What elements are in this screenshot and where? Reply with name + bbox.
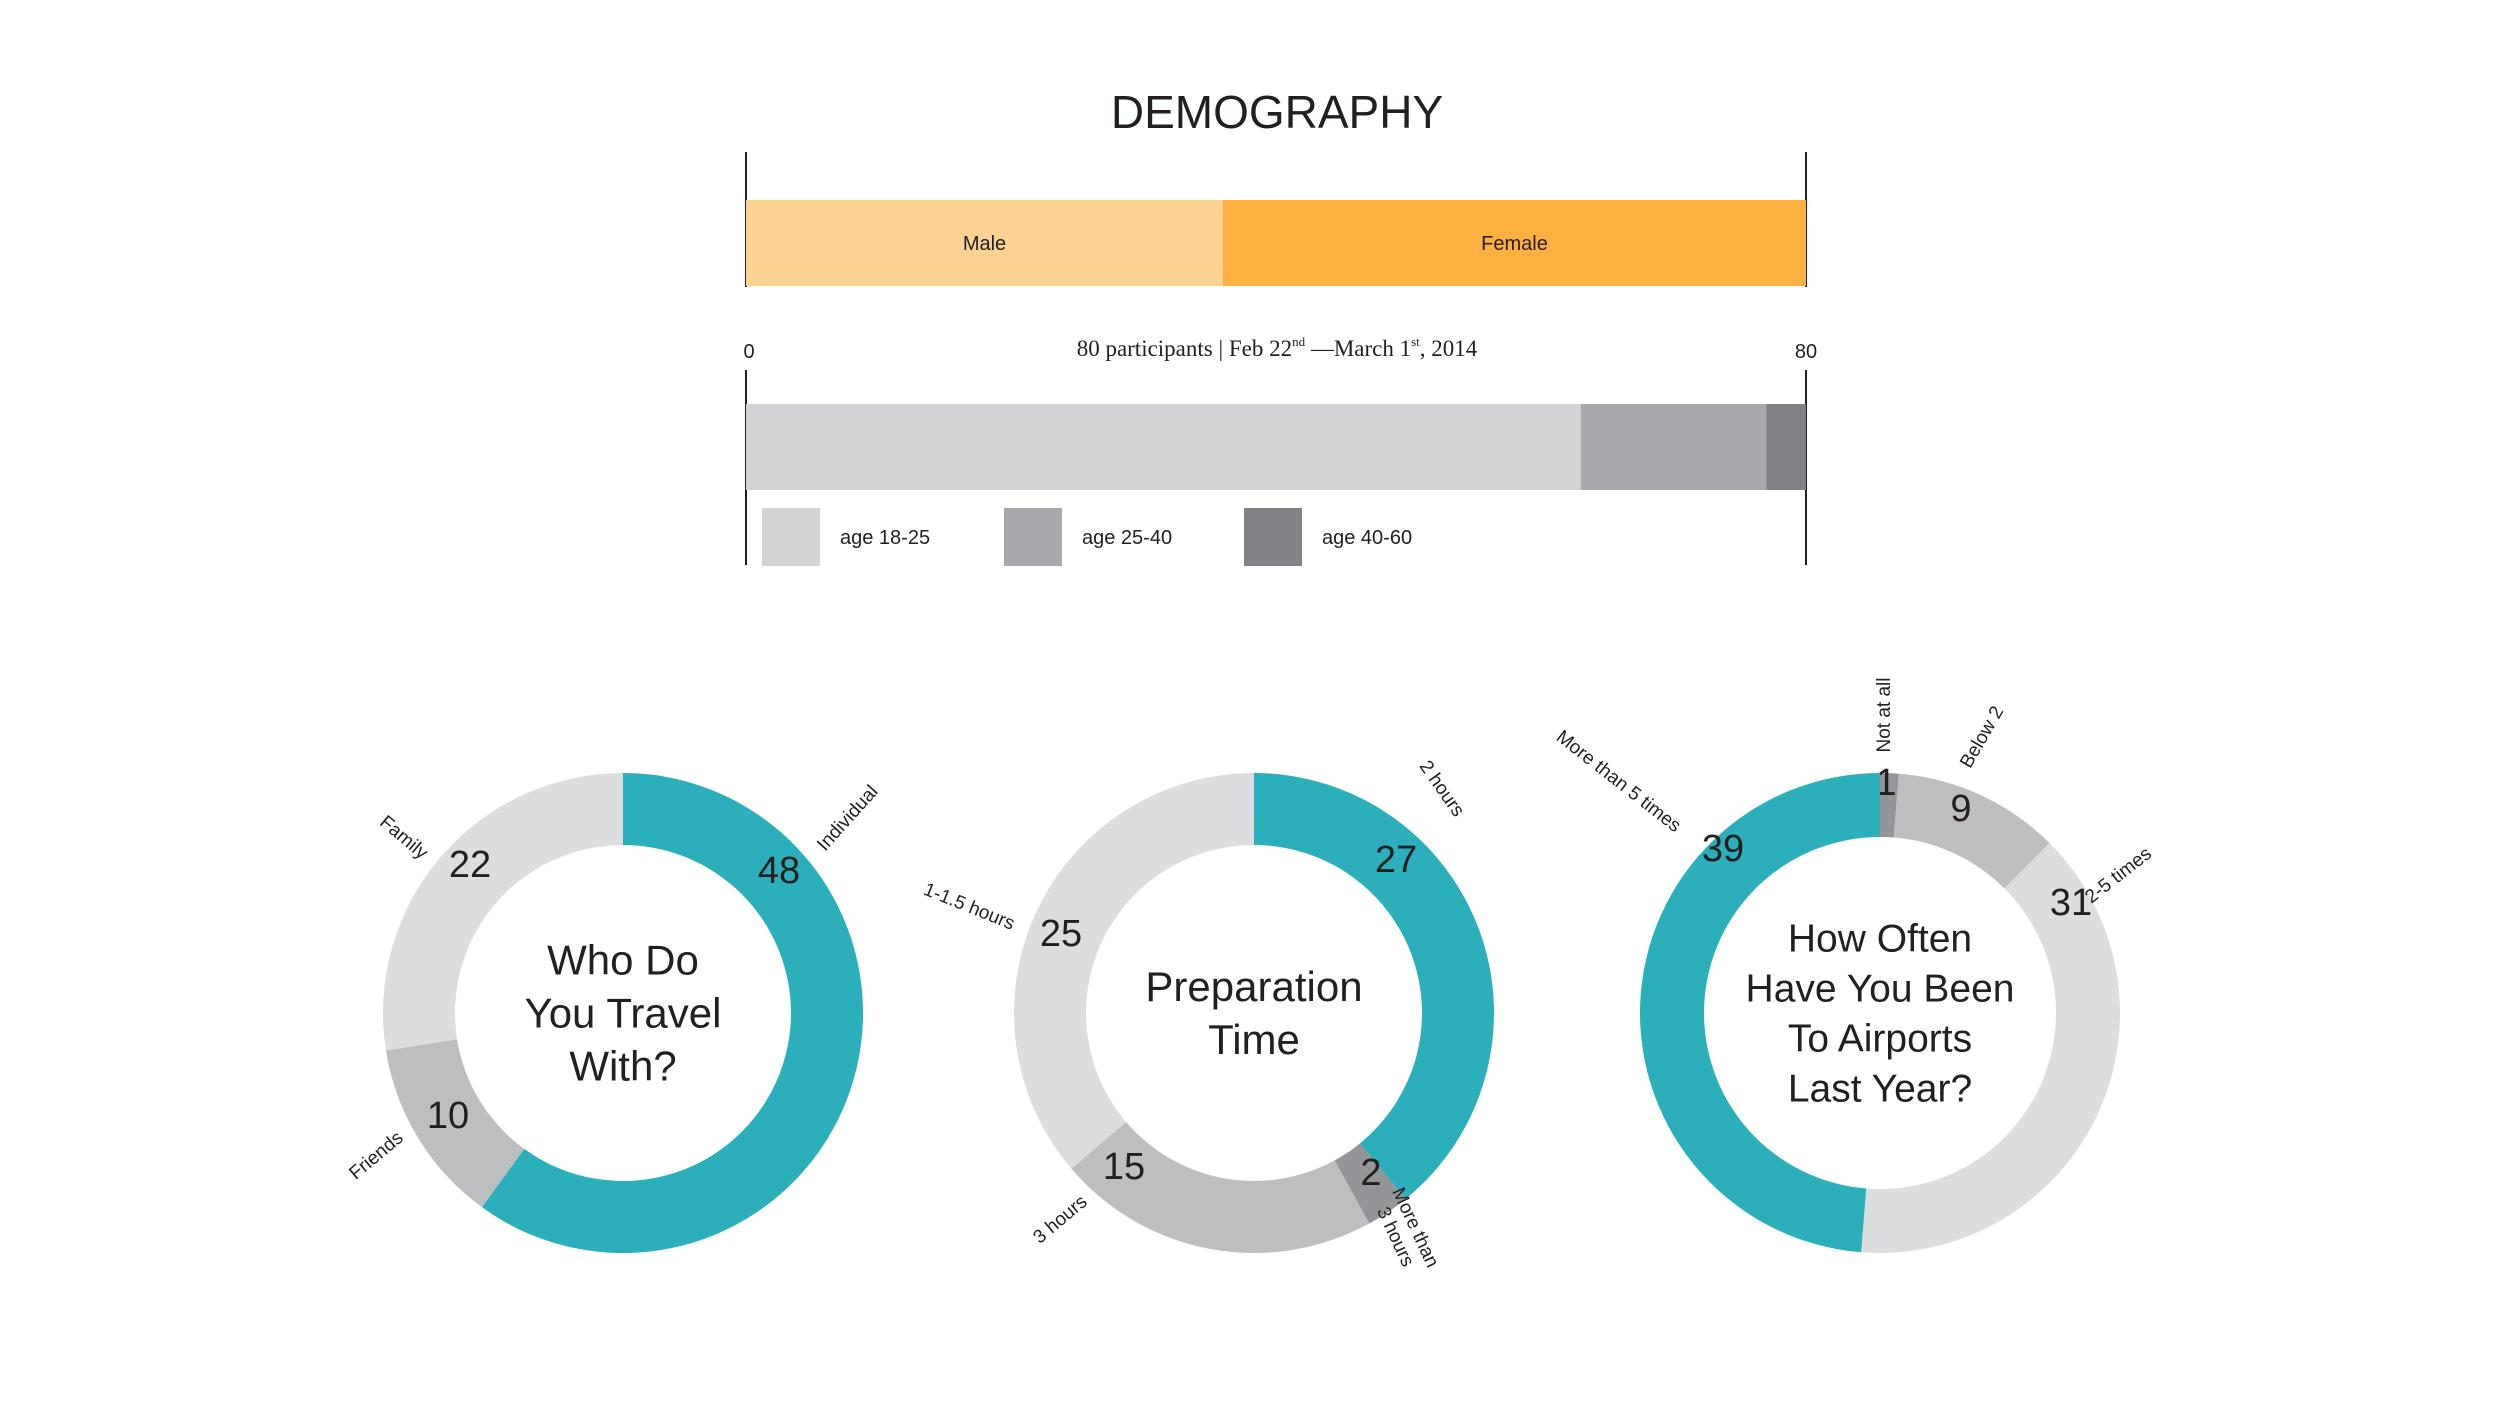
axis-max-label: 80 [1795,341,1817,363]
gender-bar: Male Female [746,200,1806,286]
demography-subtitle: 80 participants | Feb 22nd —March 1st, 2… [1077,334,1478,361]
donut-chart-1: 48 Individual 10 Friends 22 Family Who Do You T… [345,773,883,1253]
donut-1-value-family: 22 [449,844,491,886]
donut-1-category-line: Friends [345,1127,407,1184]
donut-2-title-line: Time [1208,1016,1300,1063]
legend-swatch-age-18-25 [762,508,820,566]
legend-swatch-age-40-60 [1244,508,1302,566]
donut-2-slice-1-1-5-hours [1014,773,1254,1169]
donut-3-value-below-2: 9 [1950,788,1971,830]
donut-2-value-2-hours: 27 [1375,839,1417,881]
donut-3-category-2-5-times: 2-5 times [2081,843,2156,908]
donut-1-title-line: Who Do [547,937,699,984]
donut-2-value-3-hours: 15 [1103,1146,1145,1188]
donut-2-slice-more-than-3-hours [1334,1143,1406,1224]
donut-3-value-2-5-times: 31 [2050,882,2092,924]
donut-3-slice-more-than-5-times [1639,773,1880,1253]
gender-label-male: Male [963,233,1006,255]
legend-swatch-age-25-40 [1004,508,1062,566]
donut-1-category-individual: Individual [813,781,882,855]
donut-2-value-1-1-5-hours: 25 [1040,913,1082,955]
donut-1-value-individual: 48 [758,850,800,892]
subtitle-part-1: 80 participants | Feb 22 [1077,336,1292,361]
donut-chart-3: 1 Not at all 9 Below 2 312-5 times 39 More tha… [1552,678,2156,1253]
donut-1-value-friends: 10 [427,1095,469,1137]
donut-3-slice-2-5-times [1861,843,2121,1253]
donut-1-category-line: Individual [813,781,882,855]
donut-3-slice-below-2 [1893,773,2050,889]
age-segment-age-25-40 [1580,404,1767,490]
donut-3-slice-not-at-all [1880,773,1899,838]
legend-label-age-25-40: age 25-40 [1082,527,1172,549]
subtitle-sup-2: st [1411,334,1420,349]
age-legend: age 18-25 age 25-40 age 40-60 [762,508,1412,566]
donut-2-value-more-than-3-hours: 2 [1360,1152,1381,1194]
donut-1-title-line: You Travel [525,990,722,1037]
legend-label-age-18-25: age 18-25 [840,527,930,549]
donut-1-category-friends: Friends [345,1127,407,1184]
gender-segment-female [1223,200,1806,286]
donut-1-category-line: Family [375,812,432,864]
donut-3-title-line: Last Year? [1788,1068,1972,1111]
donut-3-category-below-2: Below 2 [1956,703,2008,772]
donut-2-category-line: 3 hours [1029,1191,1091,1248]
donut-3-title-line: Have You Been [1746,968,2015,1011]
donut-3-category-line: More than 5 times [1552,727,1685,837]
donut-2-category-1-1-5-hours: 1-1.5 hours [921,879,1018,934]
age-segment-age-40-60 [1766,404,1806,490]
donut-2-slice-2-hours [1254,773,1494,1200]
donut-3-category-line: 2-5 times [2081,843,2156,908]
donut-1-title-line: With? [569,1043,676,1090]
donut-charts: 48 Individual 10 Friends 22 Family Who Do You T… [345,678,2156,1271]
donut-3-category-line: Below 2 [1956,703,2008,772]
axis-min-label: 0 [743,341,754,363]
donut-2-title-line: Preparation [1145,963,1362,1010]
donut-3-value-not-at-all: 1 [1875,762,1896,804]
gender-segment-male [746,200,1223,286]
donut-1-slice-family [382,773,623,1051]
donut-3-category-line: Not at all [1874,678,1895,753]
demography-title: DEMOGRAPHY [1111,86,1443,138]
donut-2-category-3-hours: 3 hours [1029,1191,1091,1248]
donut-1-slice-individual [481,773,864,1253]
donut-3-title-line: To Airports [1788,1018,1972,1061]
donut-3-value-more-than-5-times: 39 [1702,828,1744,870]
donut-2-category-2-hours: 2 hours [1415,757,1469,821]
age-segment-age-18-25 [746,404,1581,490]
subtitle-part-2: —March 1 [1305,336,1411,361]
donut-3-category-more-than-5-times: More than 5 times [1552,727,1685,837]
donut-3-title-line: How Often [1788,918,1972,961]
subtitle-part-3: , 2014 [1420,336,1478,361]
donut-2-category-line: 1-1.5 hours [921,879,1018,934]
donut-2-slice-3-hours [1071,1121,1370,1253]
donut-2-category-line: 2 hours [1415,757,1469,821]
legend-label-age-40-60: age 40-60 [1322,527,1412,549]
donut-1-category-family: Family [375,812,432,864]
age-bar [746,404,1806,490]
gender-label-female: Female [1481,233,1548,255]
donut-3-category-not-at-all: Not at all [1874,678,1895,753]
donut-1-slice-friends [385,1039,525,1208]
subtitle-sup-1: nd [1292,334,1306,349]
